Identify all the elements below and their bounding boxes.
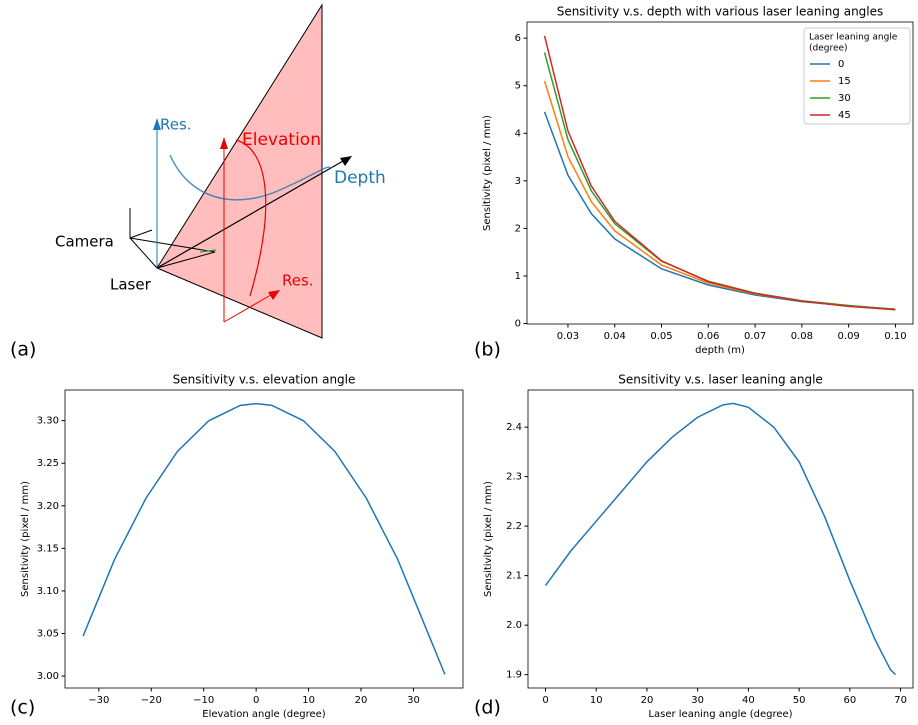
res-axis — [223, 291, 277, 323]
x-axis-label: Laser leaning angle (degree) — [648, 709, 792, 720]
x-tick-label: 30 — [407, 695, 420, 706]
label: Elevation — [242, 130, 321, 150]
panel-label: (b) — [474, 339, 501, 361]
legend-title: Laser leaning angle — [809, 33, 898, 43]
x-tick-label: 20 — [355, 695, 368, 706]
y-tick-label: 2.0 — [506, 620, 522, 631]
label: Camera — [55, 233, 114, 251]
x-tick-label: 0.08 — [791, 331, 813, 342]
y-tick-label: 2.4 — [506, 422, 522, 433]
legend-label: 30 — [838, 93, 851, 104]
label: Res. — [160, 116, 192, 134]
x-tick-label: 40 — [742, 695, 755, 706]
y-tick-label: 3.25 — [37, 458, 59, 469]
depth-axis — [156, 156, 351, 269]
y-tick-label: 5 — [515, 81, 521, 92]
x-tick-label: 0.10 — [884, 331, 906, 342]
y-tick-label: 6 — [515, 33, 521, 44]
chart-title: Sensitivity v.s. depth with various lase… — [557, 5, 884, 19]
label: Res. — [282, 272, 314, 290]
laser-plane — [156, 3, 323, 339]
x-tick-label: 0.06 — [697, 331, 719, 342]
x-tick-label: 50 — [793, 695, 806, 706]
x-tick-label: −10 — [193, 695, 214, 706]
y-tick-label: 2.2 — [506, 521, 522, 532]
x-tick-label: 10 — [302, 695, 315, 706]
x-tick-label: 0.03 — [557, 331, 579, 342]
data-line — [544, 402, 897, 676]
y-tick-label: 0 — [515, 319, 521, 330]
arrow-head — [268, 290, 280, 300]
camera-rays — [129, 237, 216, 269]
x-tick-label: 0.07 — [744, 331, 766, 342]
panel-label: (a) — [10, 339, 36, 361]
y-tick-label: 2.1 — [506, 571, 522, 582]
y-tick-label: 1.9 — [506, 670, 522, 681]
arrow-head — [340, 156, 352, 166]
y-tick-label: 3.05 — [37, 629, 59, 640]
y-tick-label: 3.20 — [37, 501, 59, 512]
x-tick-label: 30 — [691, 695, 704, 706]
chart-title: Sensitivity v.s. elevation angle — [173, 373, 356, 387]
legend-title: (degree) — [809, 44, 848, 54]
x-tick-label: 20 — [641, 695, 654, 706]
x-tick-label: 0.05 — [650, 331, 672, 342]
x-tick-label: 0.04 — [604, 331, 626, 342]
camera-ray — [199, 249, 217, 253]
y-axis-label: Sensitivity (pixel / mm) — [483, 481, 494, 597]
legend-label: 0 — [838, 59, 844, 70]
y-tick-label: 3.10 — [37, 586, 59, 597]
y-axis-label: Sensitivity (pixel / mm) — [20, 481, 31, 597]
x-tick-label: −30 — [88, 695, 109, 706]
x-tick-label: 60 — [843, 695, 856, 706]
data-line — [543, 35, 896, 311]
y-tick-label: 3.00 — [37, 671, 59, 682]
chart-title: Sensitivity v.s. laser leaning angle — [618, 373, 823, 387]
x-tick-label: 0 — [542, 695, 548, 706]
plot-frame — [64, 389, 464, 689]
x-tick-label: 0 — [253, 695, 259, 706]
legend-box — [803, 27, 911, 125]
label: Depth — [334, 168, 386, 188]
plot-frame — [526, 21, 914, 325]
label: Laser — [110, 276, 152, 294]
y-tick-label: 1 — [515, 271, 521, 282]
x-tick-label: 0.09 — [838, 331, 860, 342]
arrow-head — [220, 137, 228, 149]
data-line — [543, 111, 896, 311]
res-curve — [235, 139, 267, 297]
plot-frame — [527, 389, 914, 689]
x-axis-label: depth (m) — [695, 345, 745, 356]
legend-label: 15 — [838, 76, 851, 87]
panel-label: (d) — [474, 697, 501, 719]
camera-frame — [129, 208, 153, 239]
y-tick-label: 3.15 — [37, 543, 59, 554]
y-tick-label: 3.30 — [37, 416, 59, 427]
y-tick-label: 3 — [515, 176, 521, 187]
x-tick-label: −20 — [141, 695, 162, 706]
y-tick-label: 2.3 — [506, 472, 522, 483]
x-tick-label: 70 — [894, 695, 907, 706]
y-tick-label: 4 — [515, 128, 521, 139]
data-line — [82, 402, 446, 675]
y-tick-label: 2 — [515, 223, 521, 234]
res-curve — [169, 154, 333, 201]
x-tick-label: 10 — [590, 695, 603, 706]
y-axis-label: Sensitivity (pixel / mm) — [482, 115, 493, 231]
arrow-head — [153, 118, 161, 130]
panel-label: (c) — [10, 697, 35, 719]
diagram: Res. Elevation Depth Camera Laser Res. — [55, 3, 386, 339]
x-axis-label: Elevation angle (degree) — [202, 709, 325, 720]
legend-label: 45 — [838, 110, 851, 121]
